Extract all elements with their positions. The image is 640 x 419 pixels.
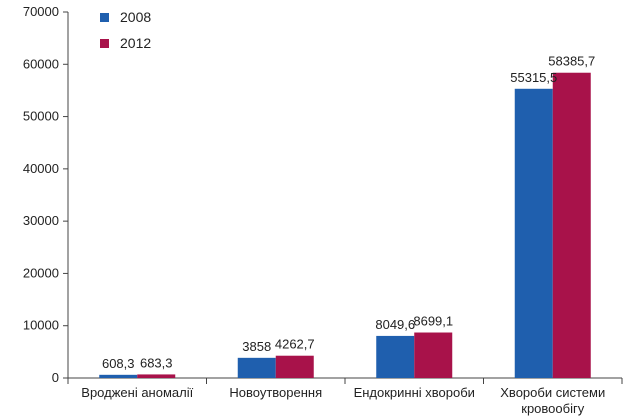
bar-2012 xyxy=(275,355,314,378)
data-label: 8049,6 xyxy=(375,317,415,332)
legend-swatch-2008 xyxy=(100,13,109,22)
category-label-line: Новоутворення xyxy=(229,385,322,400)
bar-2008 xyxy=(99,374,138,378)
y-tick-label: 60000 xyxy=(23,56,59,71)
y-tick-label: 0 xyxy=(52,370,59,385)
data-label: 608,3 xyxy=(102,356,135,371)
y-tick-label: 40000 xyxy=(23,161,59,176)
bar-2012 xyxy=(552,72,591,378)
data-label: 58385,7 xyxy=(548,54,595,69)
data-label: 55315,5 xyxy=(510,70,557,85)
data-label: 3858 xyxy=(242,339,271,354)
bar-2008 xyxy=(237,357,276,378)
data-label: 683,3 xyxy=(140,355,173,370)
y-tick-label: 30000 xyxy=(23,213,59,228)
category-label: Новоутворення xyxy=(229,385,322,400)
y-axis: 0 10000 20000 30000 40000 50000 60000 70000 xyxy=(23,4,69,385)
y-tick-label: 70000 xyxy=(23,4,59,19)
data-label: 8699,1 xyxy=(413,314,453,329)
category-label-line: Хвороби системи xyxy=(500,385,605,400)
bar-2008 xyxy=(514,88,553,378)
bar-2008 xyxy=(376,335,415,378)
y-tick-label: 50000 xyxy=(23,109,59,124)
legend: 2008 2012 xyxy=(100,9,151,51)
y-tick-label: 20000 xyxy=(23,265,59,280)
y-tick-label: 10000 xyxy=(23,318,59,333)
legend-label: 2012 xyxy=(120,35,151,51)
data-label: 4262,7 xyxy=(275,337,315,352)
category-label-line: Вроджені аномалії xyxy=(81,385,193,400)
category-label: Хвороби системи кровообігу xyxy=(500,385,605,416)
legend-swatch-2012 xyxy=(100,39,109,48)
category-label-line: Ендокринні хвороби xyxy=(354,385,475,400)
category-label: Ендокринні хвороби xyxy=(354,385,475,400)
x-axis: Вроджені аномалії Новоутворення Ендокринні… xyxy=(67,377,623,416)
bars xyxy=(99,72,591,378)
legend-label: 2008 xyxy=(120,9,151,25)
category-label: Вроджені аномалії xyxy=(81,385,193,400)
category-label-line: кровообігу xyxy=(521,401,584,416)
bar-2012 xyxy=(414,332,453,378)
bar-2012 xyxy=(137,374,176,378)
